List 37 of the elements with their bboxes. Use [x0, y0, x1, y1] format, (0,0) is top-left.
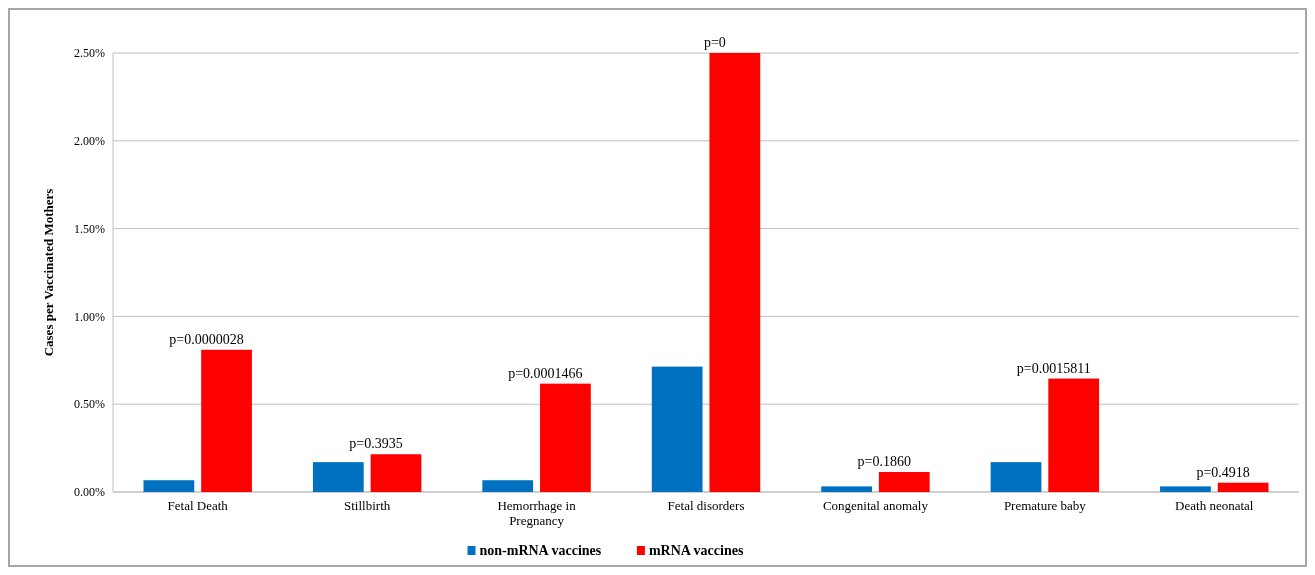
x-tick-label: Congenital anomaly	[822, 498, 929, 513]
bar	[201, 349, 252, 492]
y-tick-label: 0.00%	[74, 485, 105, 500]
x-tick-label: Fetal Death	[167, 498, 229, 513]
x-tick-label: Stillbirth	[344, 498, 391, 513]
bar	[370, 454, 422, 492]
annotation: p=0.1860	[857, 453, 911, 469]
bar	[1160, 486, 1211, 492]
x-tick-label: Death neonatal	[1175, 498, 1254, 513]
x-tick-label: Hemorrhage in Pregnancy	[497, 498, 577, 528]
bar	[540, 383, 591, 492]
y-tick-label: 1.50%	[74, 221, 105, 236]
annotation: p=0.0015811	[1016, 360, 1091, 376]
bar	[651, 366, 703, 492]
annotation: p=0.0001466	[508, 365, 583, 381]
y-axis-title: Cases per Vaccinated Mothers	[41, 188, 56, 357]
bar	[143, 480, 195, 492]
y-tick-label: 1.00%	[74, 309, 105, 324]
annotation: p=0.3935	[349, 436, 403, 452]
annotation: p=0.4918	[1196, 464, 1250, 480]
bar	[312, 462, 364, 492]
bar	[1048, 378, 1100, 492]
legend-label: mRNA vaccines	[648, 543, 744, 558]
y-tick-label: 0.50%	[74, 397, 105, 412]
y-tick-label: 2.50%	[74, 46, 105, 61]
y-tick-label: 2.00%	[74, 134, 105, 148]
bar	[878, 471, 930, 492]
annotation: p=0	[703, 35, 726, 50]
x-tick-label: Premature baby	[1003, 498, 1087, 513]
x-tick-label: Fetal disorders	[667, 498, 745, 513]
annotation: p=0.0000028	[169, 331, 244, 347]
bar	[709, 53, 761, 492]
legend-label: non-mRNA vaccines	[479, 543, 602, 558]
bar	[1217, 482, 1269, 492]
bar	[990, 462, 1042, 492]
bar	[821, 486, 872, 492]
bar	[482, 480, 534, 492]
